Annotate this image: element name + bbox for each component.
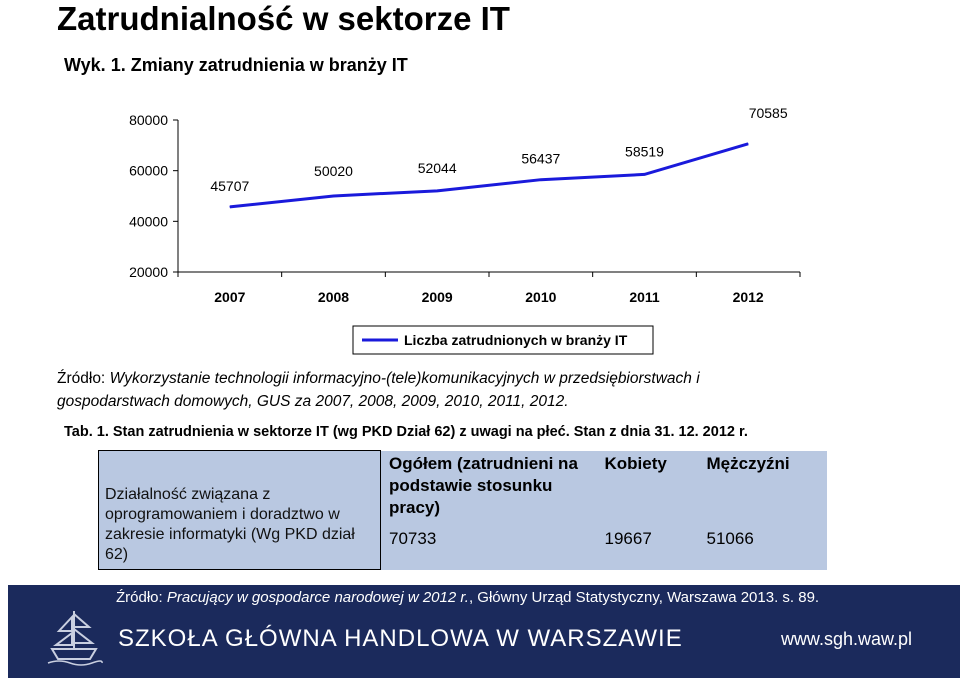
data-label: 70585: [749, 105, 788, 121]
source-prefix: Źródło:: [57, 370, 110, 387]
series-line: [229, 142, 749, 209]
legend-box: [352, 325, 654, 355]
chart-title: Wyk. 1. Zmiany zatrudnienia w branży IT: [64, 55, 408, 75]
source-line-2: gospodarstwach domowych, GUS za 2007, 20…: [57, 393, 569, 411]
data-point: [229, 206, 231, 208]
data-label: 52044: [418, 160, 457, 176]
ship-logo-icon: [47, 611, 103, 666]
footer-source-rest: , Główny Urząd Statystyczny, Warszawa 20…: [468, 589, 820, 606]
data-point: [540, 179, 542, 181]
x-tick-label: 2012: [733, 289, 764, 305]
source-title-cont: gospodarstwach domowych, GUS za 2007, 20…: [57, 393, 569, 410]
x-tick-label: 2010: [525, 289, 556, 305]
x-tick-label: 2009: [422, 289, 453, 305]
footer-source-title: Pracujący w gospodarce narodowej w 2012 …: [166, 589, 469, 606]
col-header-total: Ogółem (zatrudnieni na podstawie stosunk…: [380, 450, 597, 523]
employment-table: Działalność związana z oprogramowaniem i…: [98, 450, 827, 570]
school-url[interactable]: www.sgh.waw.pl: [780, 629, 912, 649]
table-row: 70733 19667 51066: [99, 522, 827, 570]
x-tick-label: 2007: [214, 289, 245, 305]
y-tick-label: 20000: [129, 264, 168, 280]
table-caption: Tab. 1. Stan zatrudnienia w sektorze IT …: [64, 424, 748, 440]
table-header-row: Działalność związana z oprogramowaniem i…: [98, 450, 827, 570]
data-point: [747, 143, 749, 145]
source-title: Wykorzystanie technologii informacyjno-(…: [109, 370, 700, 387]
legend-label: Liczba zatrudnionych w branży IT: [404, 332, 628, 348]
footer-bar: Źródło: Pracujący w gospodarce narodowej…: [8, 585, 960, 678]
cell-women: 19667: [596, 522, 699, 570]
col-header-men: Mężczyźni: [698, 450, 827, 523]
footer-source-prefix: Źródło:: [116, 589, 167, 606]
x-tick-label: 2011: [629, 289, 660, 305]
y-tick-label: 40000: [129, 213, 168, 229]
page-title: Zatrudnialność w sektorze IT: [57, 0, 510, 37]
row-header-cell: Działalność związana z oprogramowaniem i…: [98, 450, 381, 570]
data-label: 50020: [314, 163, 353, 179]
data-label: 58519: [625, 143, 664, 159]
school-name: SZKOŁA GŁÓWNA HANDLOWA W WARSZAWIE: [118, 625, 683, 652]
x-tick-label: 2008: [318, 289, 349, 305]
data-label: 45707: [210, 178, 249, 194]
data-point: [644, 173, 645, 175]
source-line-1: Źródło: Wykorzystanie technologii inform…: [57, 370, 700, 388]
footer-source: Źródło: Pracujący w gospodarce narodowej…: [116, 589, 819, 606]
data-label: 56437: [521, 151, 560, 167]
cell-total: 70733: [380, 522, 597, 570]
col-header-women: Kobiety: [596, 450, 699, 523]
y-tick-label: 80000: [129, 112, 168, 128]
data-point: [436, 190, 438, 192]
data-point: [333, 195, 334, 197]
cell-men: 51066: [698, 522, 827, 570]
y-tick-label: 60000: [129, 163, 168, 179]
line-chart: 20000 40000 60000 80000 2007 2008 2009 2010 2011…: [129, 105, 801, 355]
row-header: Działalność związana z oprogramowaniem i…: [105, 486, 355, 563]
